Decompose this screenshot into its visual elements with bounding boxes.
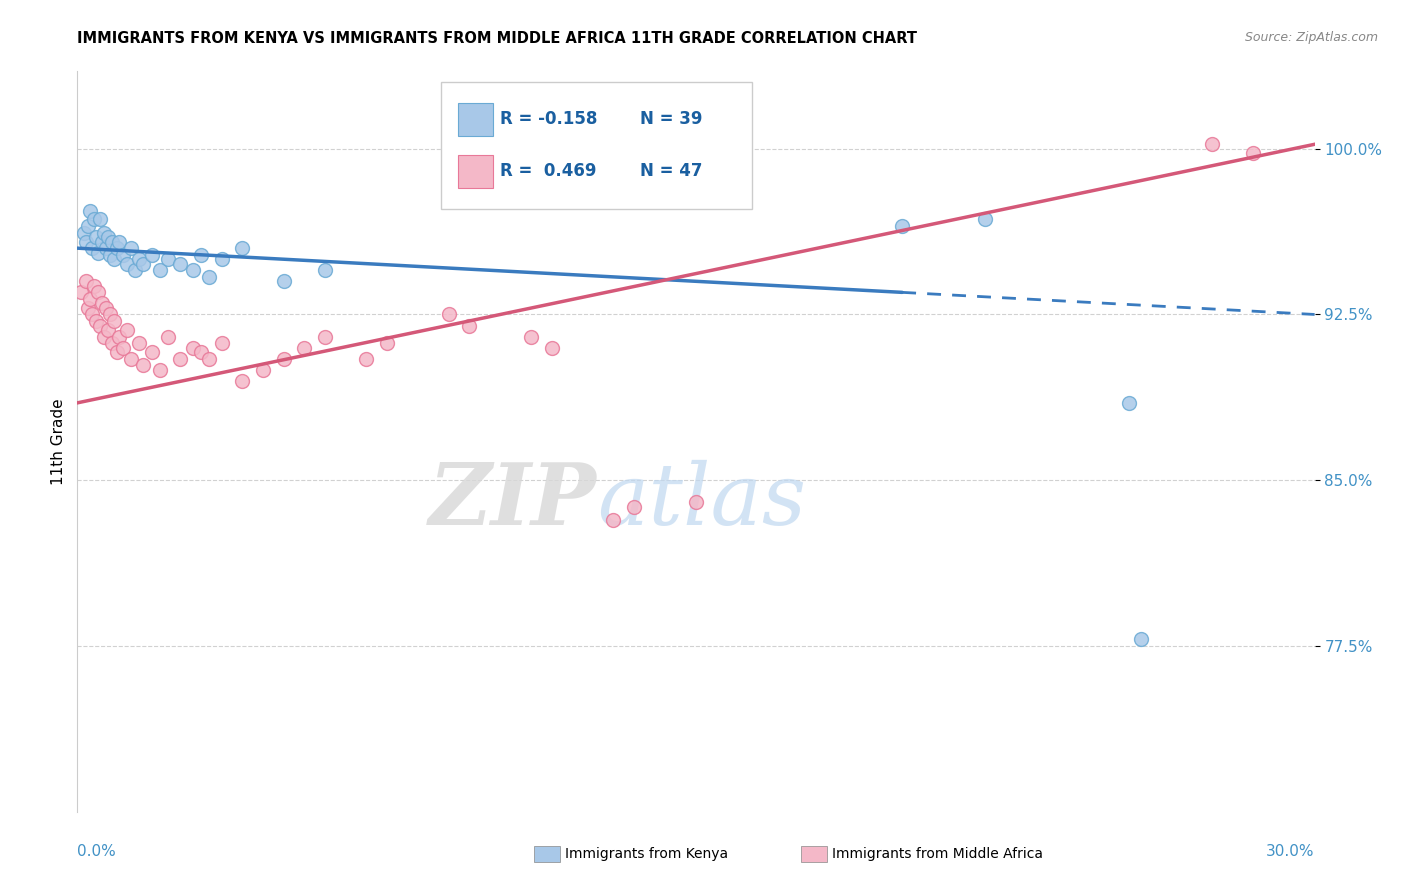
Point: [105, 241, 128, 255]
Point: [98, 308, 121, 322]
Point: [107, 235, 129, 249]
Point: [87, 285, 110, 300]
Point: [96, 241, 118, 255]
Point: [1130, 632, 1153, 647]
Text: N = 39: N = 39: [640, 111, 703, 128]
Point: [169, 257, 191, 271]
Point: [93, 226, 115, 240]
Point: [98, 248, 121, 262]
Text: atlas: atlas: [598, 459, 806, 542]
Text: R = -0.158: R = -0.158: [501, 111, 598, 128]
Point: [76, 301, 98, 315]
Point: [76, 219, 98, 233]
Point: [115, 323, 138, 337]
Point: [1241, 146, 1264, 161]
Point: [84, 314, 107, 328]
Point: [149, 362, 172, 376]
Point: [231, 374, 253, 388]
Point: [1118, 396, 1140, 410]
Point: [89, 318, 111, 333]
Point: [91, 296, 114, 310]
Point: [190, 345, 212, 359]
Point: [103, 314, 125, 328]
Point: [97, 230, 120, 244]
Text: 0.0%: 0.0%: [77, 845, 117, 859]
Point: [157, 252, 180, 267]
Point: [314, 263, 336, 277]
Point: [80, 308, 103, 322]
Point: [181, 263, 204, 277]
Point: [83, 278, 105, 293]
Point: [124, 263, 146, 277]
Point: [84, 230, 107, 244]
Point: [973, 212, 995, 227]
Point: [105, 345, 128, 359]
Point: [115, 257, 138, 271]
Point: [111, 248, 134, 262]
Point: [231, 241, 253, 255]
Point: [91, 235, 114, 249]
Point: [96, 301, 118, 315]
Text: Immigrants from Middle Africa: Immigrants from Middle Africa: [832, 847, 1043, 861]
Point: [103, 252, 125, 267]
Point: [132, 257, 155, 271]
Point: [292, 341, 315, 355]
Point: [120, 351, 142, 366]
Point: [79, 292, 101, 306]
Point: [354, 351, 377, 366]
Point: [1201, 137, 1223, 152]
Text: N = 47: N = 47: [640, 162, 703, 180]
Point: [623, 500, 645, 514]
Point: [169, 351, 191, 366]
Point: [75, 235, 97, 249]
Point: [75, 274, 97, 288]
Point: [157, 329, 180, 343]
Point: [128, 336, 150, 351]
Text: Source: ZipAtlas.com: Source: ZipAtlas.com: [1244, 31, 1378, 45]
Point: [89, 212, 111, 227]
Point: [80, 241, 103, 255]
Text: 30.0%: 30.0%: [1267, 845, 1315, 859]
Point: [101, 336, 124, 351]
Point: [252, 362, 274, 376]
Text: IMMIGRANTS FROM KENYA VS IMMIGRANTS FROM MIDDLE AFRICA 11TH GRADE CORRELATION CH: IMMIGRANTS FROM KENYA VS IMMIGRANTS FROM…: [77, 31, 917, 46]
Point: [273, 351, 295, 366]
Point: [198, 351, 221, 366]
Point: [141, 345, 163, 359]
Point: [101, 235, 124, 249]
Point: [128, 252, 150, 267]
Point: [72, 226, 94, 240]
Point: [211, 336, 233, 351]
Point: [120, 241, 142, 255]
Point: [891, 219, 914, 233]
Text: Immigrants from Kenya: Immigrants from Kenya: [565, 847, 728, 861]
Text: R =  0.469: R = 0.469: [501, 162, 598, 180]
Point: [107, 329, 129, 343]
Point: [458, 318, 481, 333]
Point: [141, 248, 163, 262]
Point: [273, 274, 295, 288]
Point: [111, 341, 134, 355]
Point: [602, 513, 624, 527]
Point: [314, 329, 336, 343]
Point: [93, 329, 115, 343]
Point: [685, 495, 707, 509]
Point: [181, 341, 204, 355]
Point: [83, 212, 105, 227]
Y-axis label: 11th Grade: 11th Grade: [51, 398, 66, 485]
Point: [70, 285, 93, 300]
Point: [540, 341, 562, 355]
Point: [132, 359, 155, 373]
Point: [97, 323, 120, 337]
Point: [211, 252, 233, 267]
Point: [79, 203, 101, 218]
Point: [198, 269, 221, 284]
Point: [149, 263, 172, 277]
Point: [437, 308, 460, 322]
Point: [520, 329, 543, 343]
Text: ZIP: ZIP: [429, 459, 598, 542]
Point: [190, 248, 212, 262]
Point: [87, 245, 110, 260]
Point: [375, 336, 398, 351]
